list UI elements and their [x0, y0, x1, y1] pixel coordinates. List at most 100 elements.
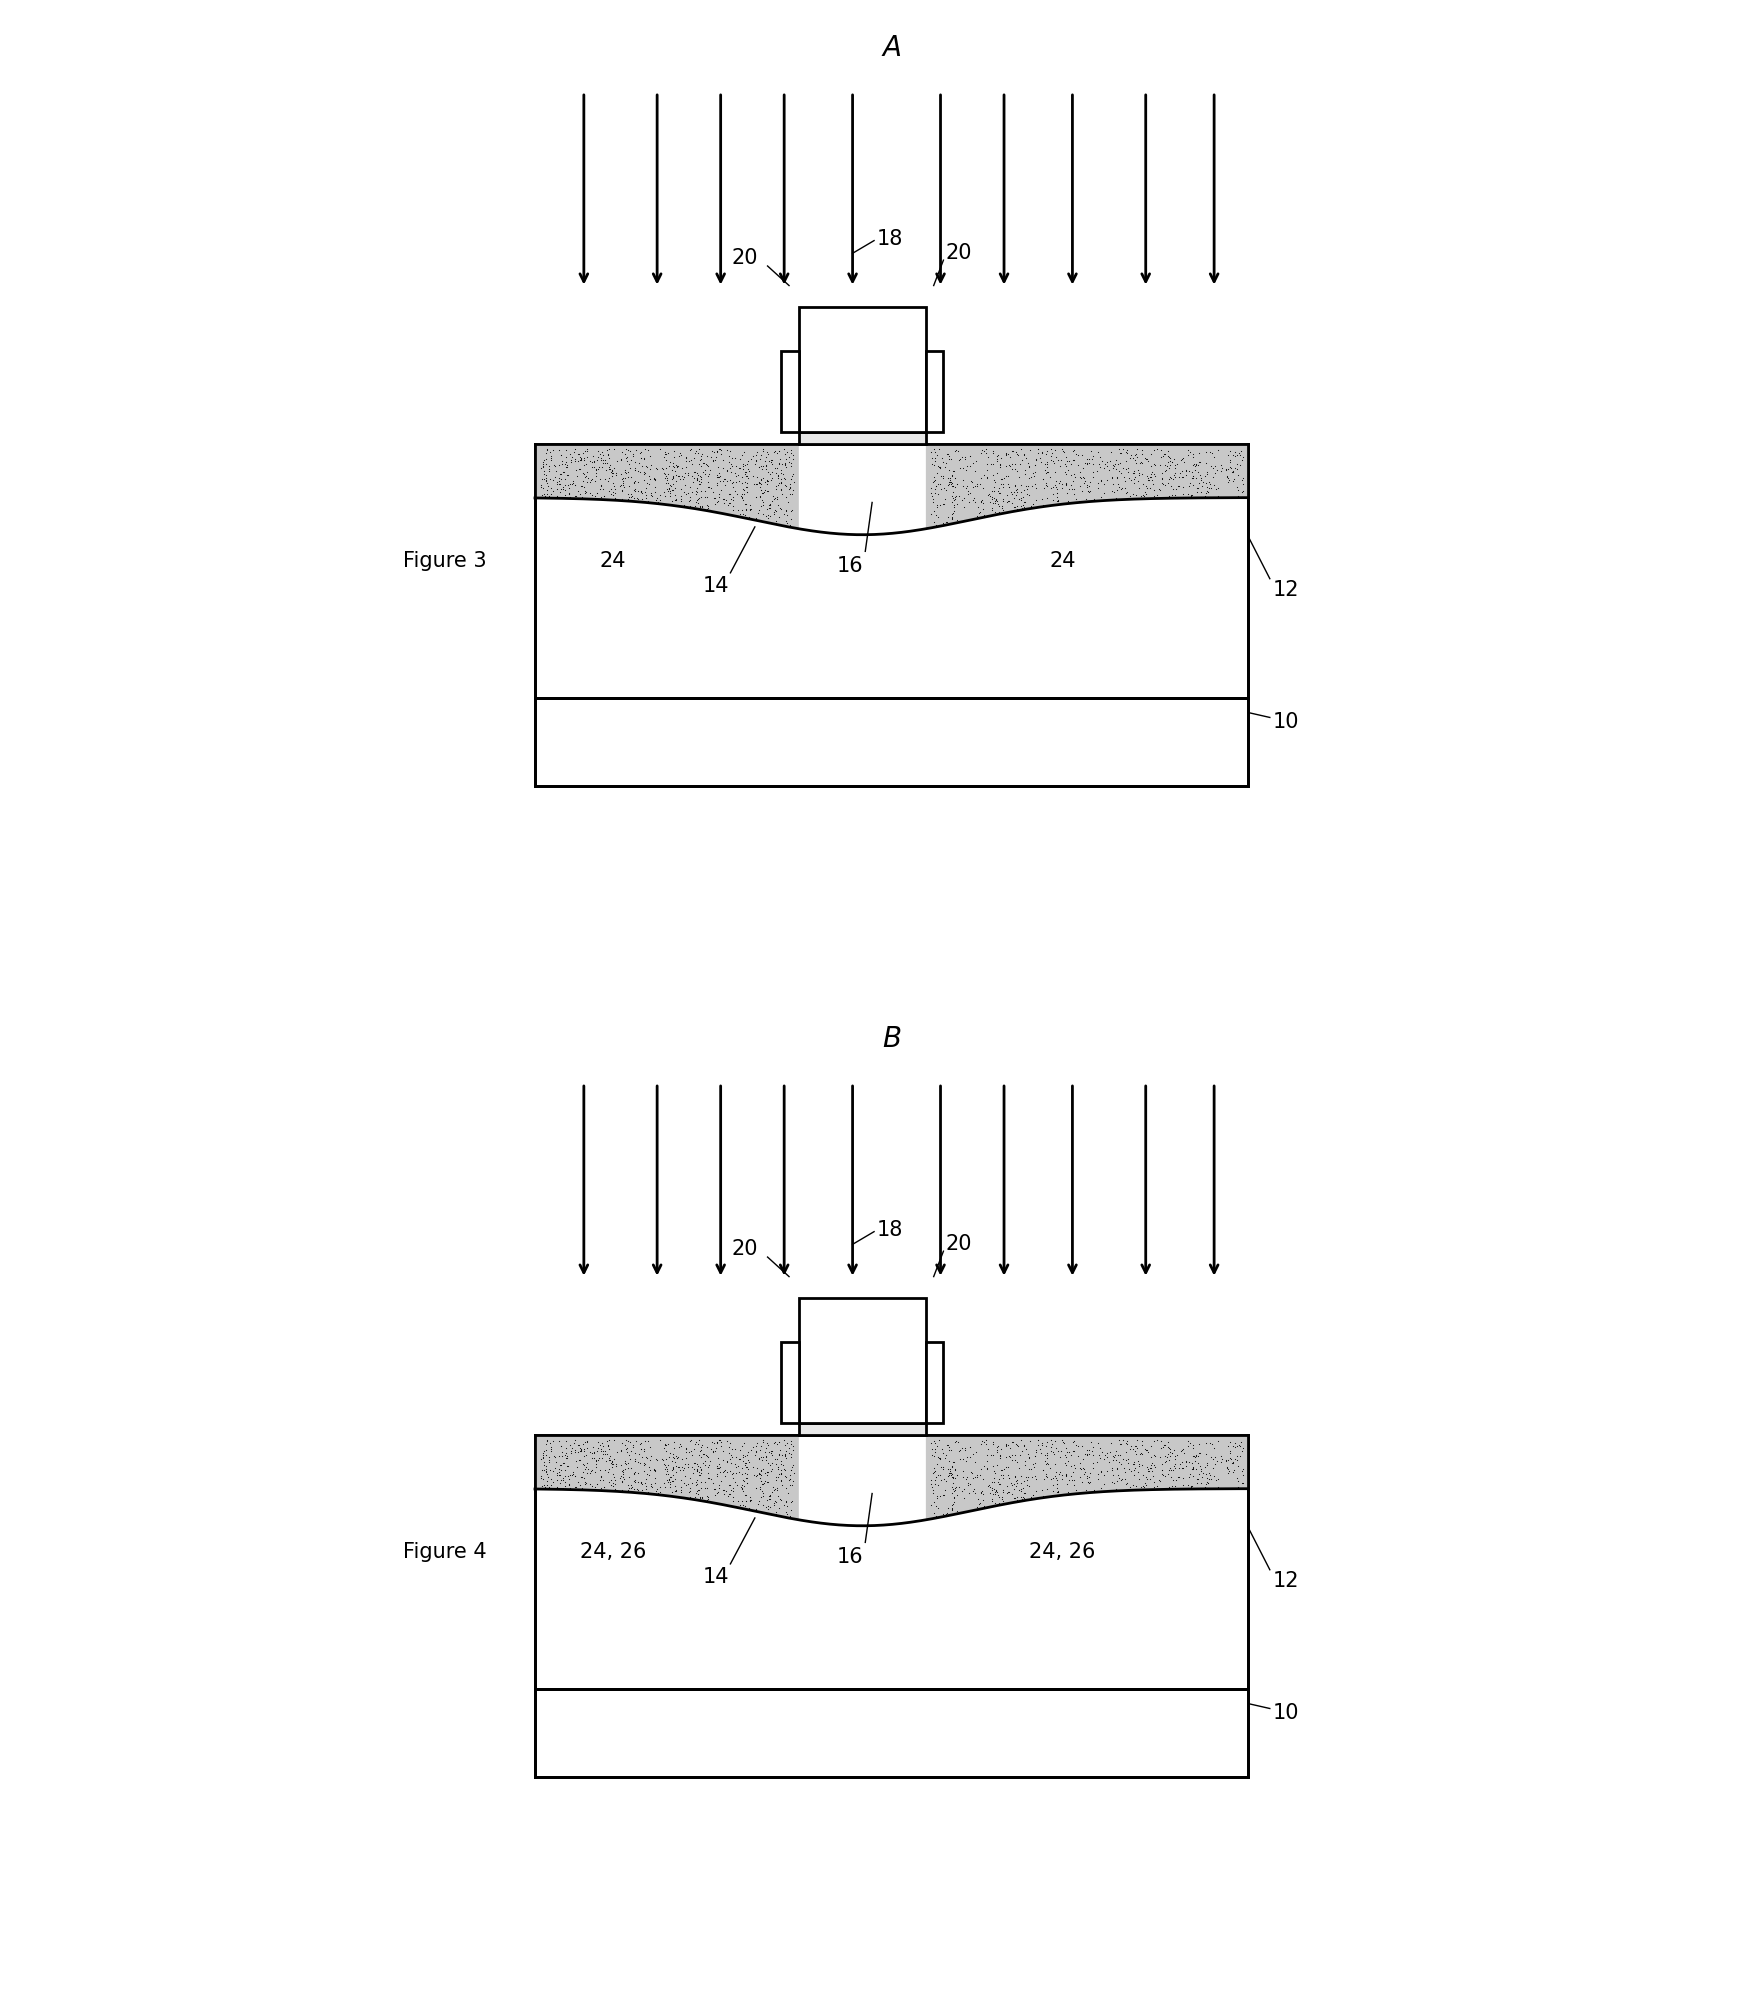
- Point: [1147, 457, 1175, 489]
- Point: [940, 1483, 968, 1515]
- Point: [942, 435, 970, 467]
- Point: [652, 439, 681, 471]
- Point: [731, 449, 759, 481]
- Point: [1033, 469, 1061, 501]
- Point: [1044, 481, 1072, 513]
- Point: [553, 433, 581, 465]
- Point: [621, 1455, 649, 1487]
- Point: [1073, 1463, 1102, 1495]
- Point: [607, 437, 635, 469]
- Point: [545, 467, 574, 499]
- Point: [731, 1461, 759, 1493]
- Point: [989, 1485, 1017, 1517]
- Point: [1028, 491, 1056, 523]
- Point: [733, 449, 761, 481]
- Point: [621, 1437, 649, 1469]
- Point: [670, 477, 698, 509]
- Point: [937, 463, 965, 495]
- Point: [1073, 1433, 1102, 1465]
- Point: [940, 1453, 968, 1485]
- Point: [614, 461, 642, 493]
- Point: [930, 1453, 958, 1485]
- Point: [766, 1445, 795, 1477]
- Point: [1168, 455, 1196, 487]
- Point: [1131, 471, 1159, 503]
- Point: [988, 463, 1016, 495]
- Point: [1158, 469, 1186, 501]
- Point: [1175, 1427, 1203, 1459]
- Point: [1096, 445, 1124, 477]
- Point: [1126, 447, 1154, 479]
- Point: [772, 447, 800, 479]
- Point: [1028, 1475, 1056, 1507]
- Point: [1123, 447, 1151, 479]
- Point: [535, 1471, 563, 1503]
- Point: [733, 445, 761, 477]
- Point: [754, 445, 782, 477]
- Point: [977, 1485, 1005, 1517]
- Point: [535, 1447, 563, 1479]
- Point: [1212, 1443, 1240, 1475]
- Point: [730, 435, 758, 467]
- Point: [547, 1431, 575, 1463]
- Point: [1175, 1457, 1203, 1489]
- Point: [621, 453, 649, 485]
- Point: [989, 471, 1017, 503]
- Point: [1010, 1465, 1038, 1497]
- Point: [695, 457, 723, 489]
- Point: [937, 465, 965, 497]
- Point: [561, 443, 589, 475]
- Point: [1003, 455, 1031, 487]
- Point: [1019, 487, 1047, 519]
- Point: [1110, 1463, 1138, 1495]
- Point: [935, 1435, 963, 1467]
- Point: [574, 435, 602, 467]
- Point: [1151, 1429, 1179, 1461]
- Point: [660, 475, 688, 507]
- Point: [1128, 1439, 1156, 1471]
- Point: [917, 473, 945, 505]
- Point: [970, 1491, 998, 1523]
- Point: [540, 1441, 568, 1473]
- Point: [919, 461, 947, 493]
- Point: [663, 1441, 691, 1473]
- Point: [721, 475, 749, 507]
- Point: [637, 449, 665, 481]
- Bar: [798, 1423, 926, 1435]
- Point: [1075, 1477, 1103, 1509]
- Point: [558, 1457, 586, 1489]
- Point: [766, 457, 795, 489]
- Point: [533, 1469, 561, 1501]
- Point: [545, 1467, 574, 1499]
- Bar: [798, 1297, 926, 1423]
- Point: [1003, 437, 1031, 469]
- Point: [637, 1441, 665, 1473]
- Point: [1072, 1437, 1100, 1469]
- Point: [572, 1467, 600, 1499]
- Point: [986, 489, 1014, 521]
- Point: [716, 487, 744, 519]
- Point: [530, 1437, 558, 1469]
- Point: [735, 455, 763, 487]
- Point: [1084, 471, 1112, 503]
- Point: [582, 461, 610, 493]
- Point: [675, 1475, 703, 1507]
- Point: [1172, 455, 1200, 487]
- Point: [777, 503, 805, 535]
- Point: [756, 493, 784, 525]
- Point: [588, 1471, 616, 1503]
- Point: [1024, 1425, 1052, 1457]
- Point: [553, 1431, 581, 1463]
- Point: [1216, 445, 1244, 477]
- Point: [545, 465, 574, 497]
- Point: [681, 1481, 709, 1513]
- Point: [931, 451, 959, 483]
- Point: [621, 451, 649, 483]
- Point: [563, 455, 591, 487]
- Point: [675, 445, 703, 477]
- Point: [654, 473, 682, 505]
- Point: [759, 481, 788, 513]
- Point: [1037, 471, 1065, 503]
- Point: [1066, 461, 1094, 493]
- Point: [631, 479, 660, 511]
